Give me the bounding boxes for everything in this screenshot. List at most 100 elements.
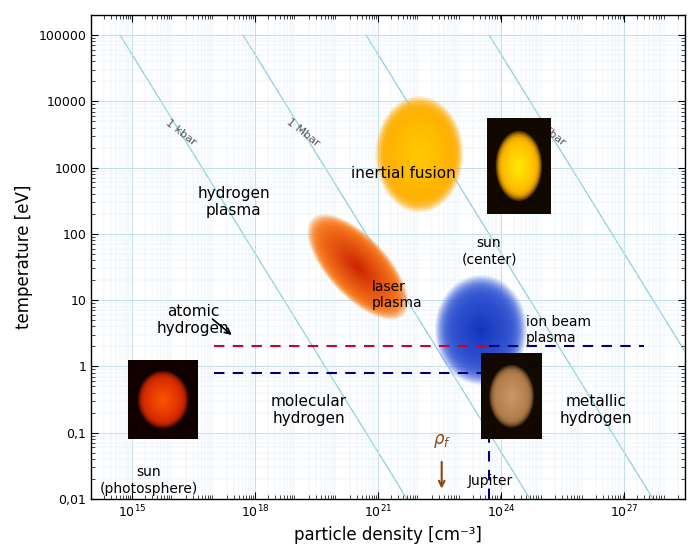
Polygon shape (330, 237, 386, 297)
Polygon shape (440, 281, 522, 379)
Polygon shape (506, 389, 517, 404)
Polygon shape (155, 390, 172, 409)
Polygon shape (506, 147, 531, 185)
Polygon shape (474, 321, 488, 338)
Polygon shape (490, 366, 533, 427)
Polygon shape (316, 224, 399, 310)
Polygon shape (516, 162, 522, 170)
Polygon shape (138, 371, 188, 429)
Polygon shape (345, 253, 371, 281)
Polygon shape (416, 150, 423, 159)
Polygon shape (503, 383, 521, 409)
Polygon shape (412, 144, 427, 165)
Polygon shape (495, 373, 528, 420)
Polygon shape (503, 385, 520, 408)
Polygon shape (384, 108, 454, 201)
Polygon shape (513, 157, 524, 174)
Polygon shape (342, 251, 373, 283)
Polygon shape (505, 145, 532, 186)
Text: 1 kbar: 1 kbar (164, 118, 197, 148)
Polygon shape (476, 324, 486, 335)
Polygon shape (509, 151, 528, 181)
Polygon shape (397, 125, 442, 184)
Polygon shape (510, 394, 514, 399)
Polygon shape (405, 135, 434, 174)
Polygon shape (456, 300, 505, 359)
Polygon shape (453, 296, 509, 364)
Polygon shape (447, 289, 515, 371)
Text: sun
(center): sun (center) (461, 236, 517, 266)
Polygon shape (435, 275, 527, 385)
Polygon shape (392, 119, 447, 190)
Polygon shape (496, 132, 541, 200)
Polygon shape (450, 293, 512, 367)
Polygon shape (470, 318, 491, 343)
Polygon shape (444, 286, 517, 373)
Polygon shape (402, 132, 436, 177)
Polygon shape (503, 141, 536, 191)
Polygon shape (153, 389, 173, 410)
Polygon shape (475, 323, 486, 337)
Polygon shape (436, 276, 526, 383)
Polygon shape (498, 378, 525, 415)
Polygon shape (333, 241, 382, 293)
Polygon shape (147, 381, 179, 418)
Polygon shape (449, 292, 512, 368)
Polygon shape (162, 399, 164, 401)
Polygon shape (460, 305, 502, 356)
Polygon shape (337, 245, 379, 288)
Polygon shape (332, 240, 384, 294)
Polygon shape (457, 302, 505, 358)
Polygon shape (356, 264, 360, 269)
Polygon shape (508, 150, 529, 182)
Polygon shape (321, 229, 394, 305)
Polygon shape (501, 382, 522, 411)
Polygon shape (390, 116, 449, 193)
Bar (128, 360, 198, 439)
Polygon shape (489, 365, 534, 428)
Polygon shape (505, 387, 518, 405)
Polygon shape (386, 110, 453, 199)
Text: hydrogen
plasma: hydrogen plasma (197, 186, 270, 219)
Polygon shape (351, 260, 364, 274)
Polygon shape (399, 127, 440, 181)
Polygon shape (492, 369, 531, 424)
Polygon shape (408, 139, 430, 169)
X-axis label: particle density [cm⁻³]: particle density [cm⁻³] (294, 526, 482, 544)
Polygon shape (406, 136, 433, 172)
Polygon shape (514, 159, 524, 173)
Polygon shape (151, 386, 175, 413)
Polygon shape (344, 252, 372, 282)
Polygon shape (418, 153, 421, 156)
Text: metallic
hydrogen: metallic hydrogen (559, 394, 632, 426)
Polygon shape (500, 381, 523, 412)
Y-axis label: temperature [eV]: temperature [eV] (15, 185, 33, 329)
Polygon shape (509, 392, 514, 400)
Polygon shape (139, 372, 188, 428)
Text: inertial fusion: inertial fusion (351, 167, 456, 182)
Text: Jupiter: Jupiter (468, 473, 513, 487)
Polygon shape (141, 374, 186, 425)
Polygon shape (477, 326, 484, 334)
Polygon shape (391, 117, 447, 192)
Polygon shape (335, 243, 382, 291)
Polygon shape (309, 216, 407, 319)
Polygon shape (148, 382, 178, 416)
Text: $\rho_f$: $\rho_f$ (433, 432, 451, 450)
Polygon shape (389, 114, 450, 195)
Polygon shape (143, 377, 183, 423)
Polygon shape (512, 155, 526, 176)
Text: 1 Gbar: 1 Gbar (409, 117, 444, 148)
Polygon shape (414, 147, 425, 162)
Polygon shape (407, 138, 432, 170)
Polygon shape (464, 310, 498, 350)
Polygon shape (144, 378, 182, 421)
Polygon shape (511, 154, 526, 178)
Polygon shape (160, 396, 166, 403)
Polygon shape (454, 297, 508, 362)
Polygon shape (321, 228, 396, 306)
Polygon shape (356, 266, 359, 268)
Polygon shape (438, 280, 524, 381)
Polygon shape (340, 248, 376, 286)
Polygon shape (158, 394, 169, 406)
